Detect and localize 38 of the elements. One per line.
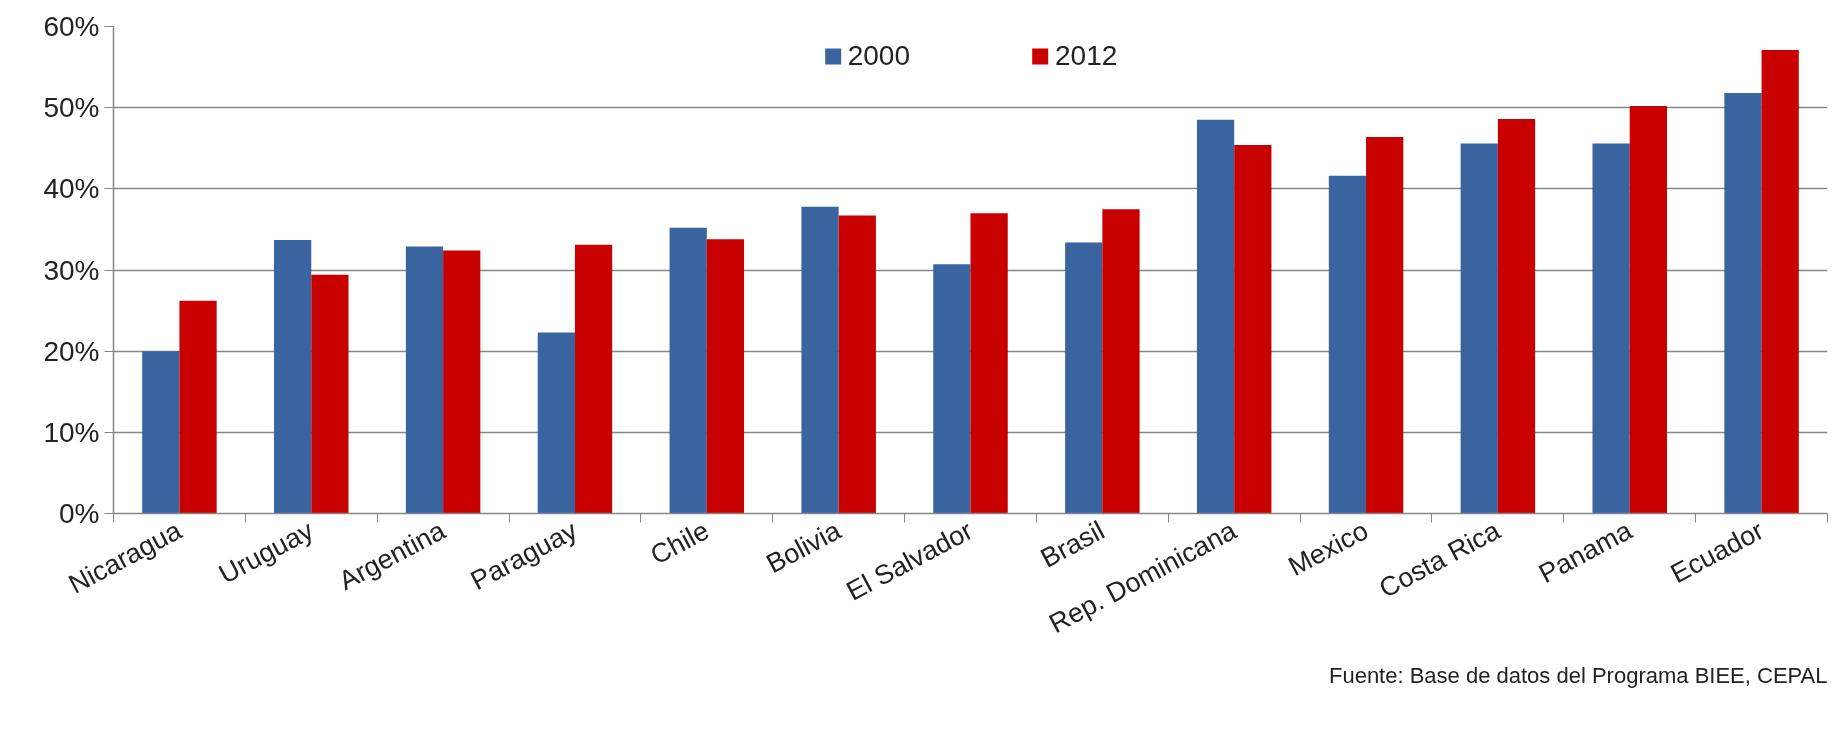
bar [311, 274, 349, 514]
y-tick-label: 50% [43, 92, 100, 124]
bar [1196, 119, 1235, 514]
bar [970, 213, 1008, 514]
bar [933, 264, 971, 514]
y-tick-label: 10% [43, 416, 100, 448]
bar [1460, 143, 1498, 514]
y-tick-label: 30% [43, 254, 100, 286]
bar [1065, 242, 1103, 514]
y-tick-label: 40% [43, 173, 100, 205]
bar [142, 351, 180, 514]
bar [1234, 145, 1272, 514]
bar [1629, 106, 1667, 514]
bar [1592, 143, 1630, 514]
y-tick-label: 0% [59, 498, 100, 529]
legend-label: 2012 [1055, 40, 1118, 72]
source-note: Fuente: Base de datos del Programa BIEE, CEPAL [1328, 662, 1828, 688]
bar [1497, 119, 1536, 514]
bar [274, 239, 312, 514]
y-tick-label: 20% [43, 335, 100, 367]
bar [443, 250, 481, 514]
x-tick-label: Costa Rica [1374, 515, 1505, 604]
bar [838, 215, 876, 514]
x-tick-label: Chile [645, 515, 714, 571]
bar [574, 244, 613, 514]
bar [1328, 175, 1367, 514]
bar [1102, 209, 1140, 514]
bar [405, 246, 444, 514]
bar [669, 227, 707, 514]
bar [1724, 93, 1762, 514]
bar [1366, 136, 1404, 514]
bar [537, 332, 575, 514]
y-tick-label: 60% [43, 11, 100, 42]
bar [1761, 50, 1799, 514]
bar [801, 206, 839, 514]
bar [179, 300, 217, 514]
legend-label: 2000 [847, 40, 910, 72]
bar [706, 239, 745, 514]
